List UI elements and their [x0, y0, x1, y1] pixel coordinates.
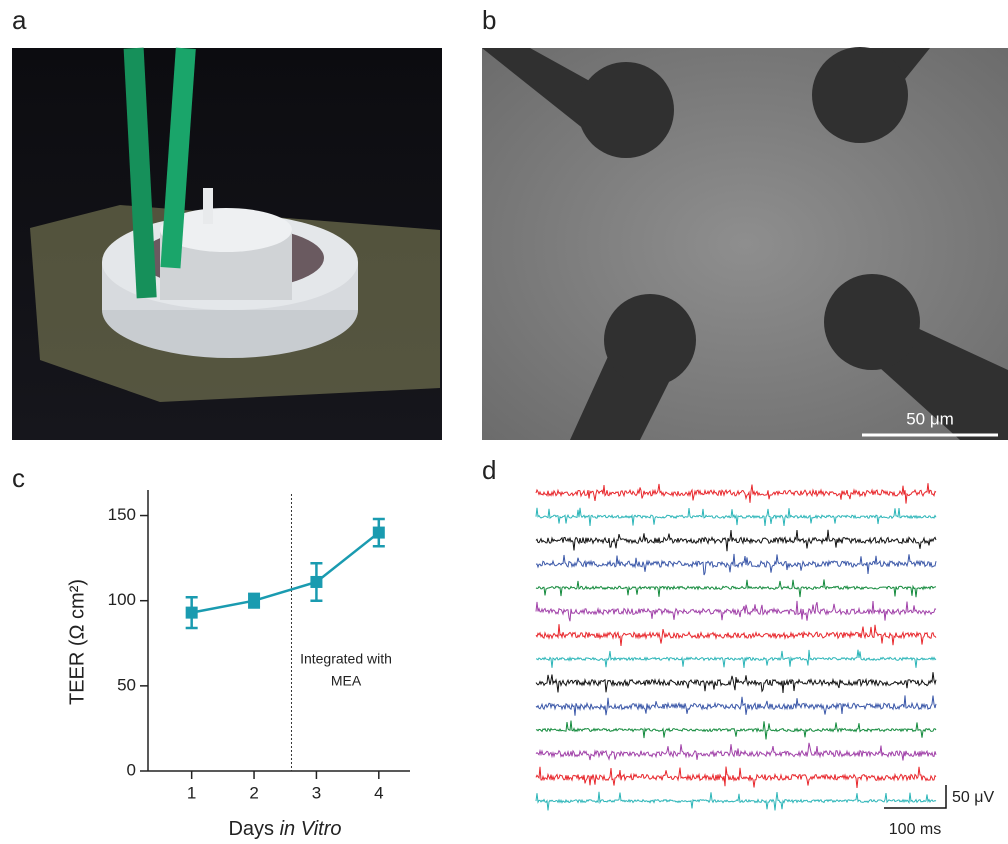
trace	[535, 507, 937, 527]
data-line	[191, 531, 380, 614]
panel-label: a	[12, 5, 27, 35]
trace	[535, 624, 937, 646]
y-tick-label: 50	[117, 675, 136, 694]
trace	[535, 766, 937, 789]
photo-device	[12, 47, 442, 440]
trace	[535, 791, 937, 811]
trace	[535, 553, 937, 576]
trace	[535, 695, 937, 716]
annotation: MEA	[331, 673, 362, 689]
trace	[535, 649, 937, 668]
trace	[535, 579, 937, 598]
x-tick-label: 4	[374, 783, 383, 802]
trace	[535, 720, 937, 740]
y-tick-label: 0	[127, 760, 136, 779]
x-axis-label: Days in Vitro	[228, 818, 341, 840]
trace	[535, 600, 937, 622]
photo-cells: 50 μm	[482, 47, 1008, 440]
y-tick-label: 100	[108, 590, 136, 609]
y-tick-label: 150	[108, 505, 136, 524]
y-axis-label: TEER (Ω cm²)	[66, 579, 88, 705]
marker	[185, 606, 198, 619]
scale-bar-label: 50 μm	[906, 409, 954, 428]
x-tick-label: 1	[187, 783, 196, 802]
marker	[372, 526, 385, 539]
marker	[310, 575, 323, 588]
scale-label: 100 ms	[889, 821, 941, 838]
x-tick-label: 2	[249, 783, 258, 802]
x-tick-label: 3	[312, 783, 321, 802]
x-axis-label-part: Days	[228, 818, 279, 840]
scale-label: 50 μV	[952, 789, 994, 806]
panel-label: b	[482, 5, 496, 35]
panel-label: c	[12, 463, 25, 493]
trace	[535, 742, 937, 761]
trace	[535, 529, 937, 552]
annotation: Integrated with	[300, 651, 392, 667]
x-axis-label-part: in Vitro	[280, 818, 342, 840]
trace	[535, 672, 937, 694]
scale-bar	[884, 785, 947, 809]
trace	[535, 483, 937, 504]
panel-label: d	[482, 455, 496, 485]
marker	[248, 594, 261, 607]
